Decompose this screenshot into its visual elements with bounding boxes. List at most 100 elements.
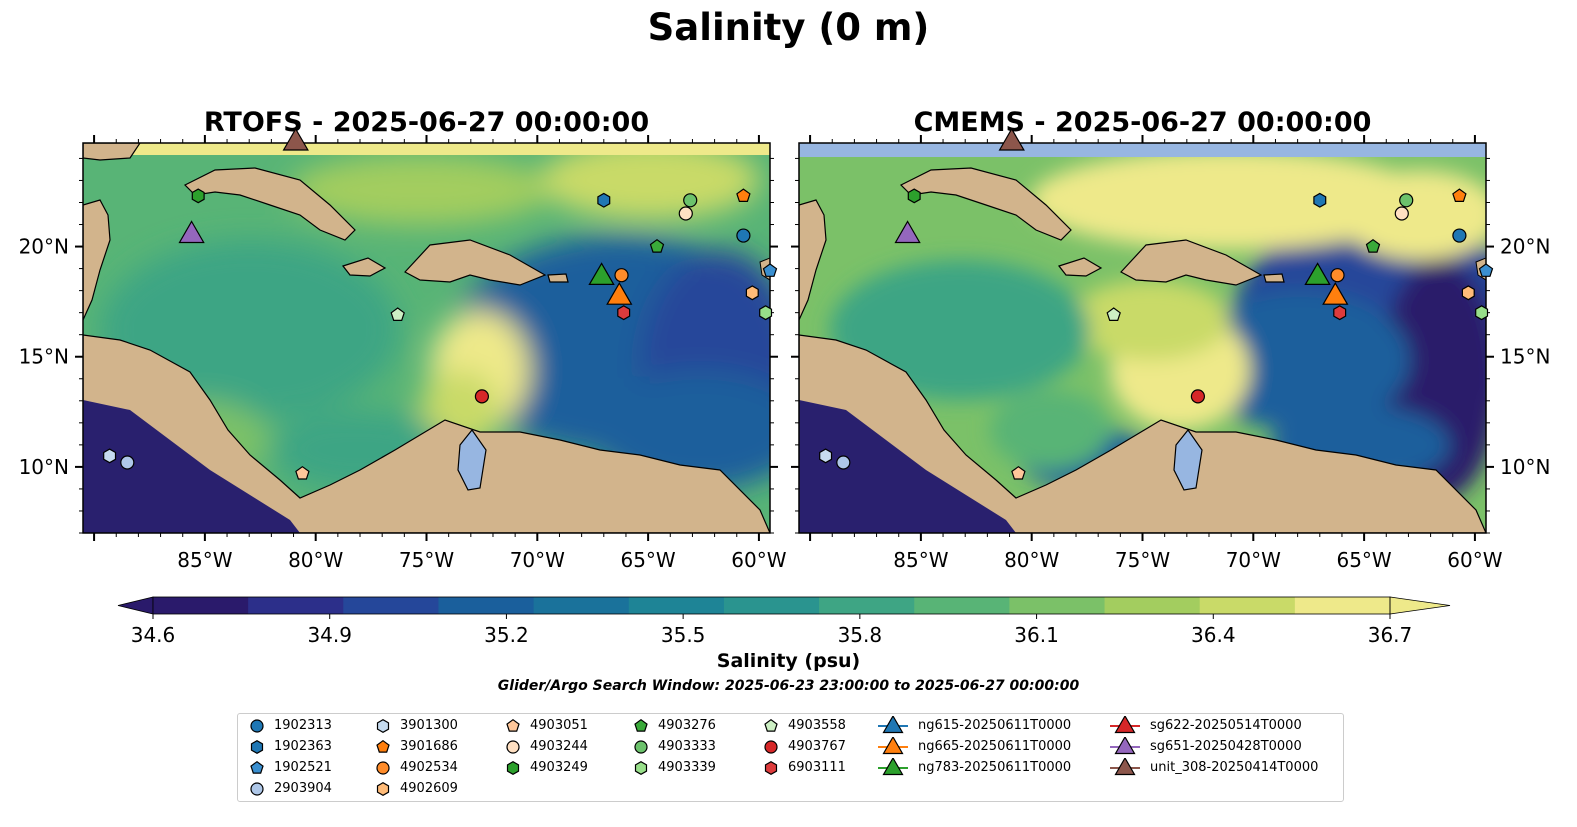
land-polygons — [83, 143, 770, 533]
legend-marker — [506, 739, 520, 754]
marker-ng783-20250611T0000 — [588, 262, 615, 285]
rtofs-panel-title: RTOFS - 2025-06-27 00:00:00 — [203, 107, 650, 138]
cmems-salinity-map — [799, 143, 1486, 533]
legend-label: 4902534 — [400, 760, 458, 775]
legend-marker — [1114, 715, 1136, 733]
legend-marker — [634, 739, 648, 754]
legend-label: sg651-20250428T0000 — [1150, 739, 1302, 754]
colorbar-segment — [533, 597, 630, 614]
colorbar-tick-label: 35.5 — [661, 623, 706, 647]
legend-item: 4903244 — [504, 736, 588, 757]
legend-label: 4903276 — [658, 718, 716, 733]
legend-item: ng615-20250611T0000 — [876, 715, 1071, 736]
marker-4902534 — [614, 268, 629, 283]
y-tick-label: 15°N — [1500, 345, 1550, 369]
marker-1902363 — [1313, 192, 1327, 208]
legend-label: 4903051 — [530, 718, 588, 733]
legend-item: 3901300 — [374, 715, 458, 736]
marker-4903339 — [1475, 305, 1489, 321]
legend-pentagon-icon — [634, 718, 648, 732]
legend-marker — [250, 739, 264, 754]
legend-marker — [882, 715, 904, 733]
legend-label: 1902521 — [274, 760, 332, 775]
marker-4903051 — [295, 465, 310, 480]
legend-circle-icon — [764, 739, 778, 754]
legend-circle-icon — [250, 781, 264, 796]
axis-tick-labels: 85°W 80°W 75°W 70°W 65°W 60°W 20°N 15°N 10°N 85°W… — [19, 235, 1551, 572]
legend-label: 3901686 — [400, 739, 458, 754]
legend-marker — [250, 760, 264, 774]
legend-hexagon-icon — [250, 739, 264, 754]
legend-triangle-icon — [878, 757, 908, 775]
legend-hexagon-icon — [376, 781, 390, 796]
legend-label: 4903558 — [788, 718, 846, 733]
colorbar-segment — [1294, 597, 1391, 614]
x-tick-label: 65°W — [620, 548, 675, 572]
legend-label: 3901300 — [400, 718, 458, 733]
legend-label: ng783-20250611T0000 — [918, 760, 1072, 775]
x-tick-label: 65°W — [1336, 548, 1391, 572]
x-tick-label: 75°W — [1115, 548, 1170, 572]
x-tick-label: 75°W — [399, 548, 454, 572]
marker-4902609 — [745, 285, 759, 301]
legend-triangle-icon — [1110, 736, 1140, 754]
marker-4903244 — [1394, 206, 1409, 221]
legend-marker — [250, 781, 264, 796]
legend-circle-icon — [634, 739, 648, 754]
legend-marker — [764, 718, 778, 732]
colorbar-tick-labels: 34.6 34.9 35.2 35.5 35.8 36.1 36.4 36.7 — [131, 623, 1413, 647]
legend-hexagon-icon — [376, 718, 390, 733]
legend-label: sg622-20250514T0000 — [1150, 718, 1302, 733]
colorbar-segment — [628, 597, 725, 614]
legend-marker — [764, 739, 778, 754]
legend-marker — [376, 760, 390, 775]
x-tick-label: 80°W — [288, 548, 343, 572]
colorbar-tick-label: 34.6 — [131, 623, 176, 647]
legend-label: 4903244 — [530, 739, 588, 754]
colorbar-extend-low — [117, 596, 154, 615]
legend-label: 6903111 — [788, 760, 846, 775]
legend-item: 4902609 — [374, 778, 458, 799]
legend-pentagon-icon — [506, 718, 520, 732]
legend-circle-icon — [250, 718, 264, 733]
marker-4903558 — [1106, 307, 1121, 321]
marker-4903249 — [907, 188, 921, 204]
legend-marker — [634, 760, 648, 775]
marker-3901300 — [103, 448, 117, 464]
y-tick-label: 20°N — [19, 235, 69, 259]
marker-ng665-20250611T0000 — [606, 281, 633, 305]
legend-pentagon-icon — [376, 739, 390, 753]
marker-2903904 — [120, 455, 135, 470]
legend-label: ng665-20250611T0000 — [918, 739, 1072, 754]
marker-4903767 — [1190, 389, 1206, 404]
legend-label: 2903904 — [274, 781, 332, 796]
marker-4903276 — [649, 238, 665, 253]
legend-item: 1902521 — [248, 757, 332, 778]
legend-marker — [376, 781, 390, 796]
legend-marker — [250, 718, 264, 733]
marker-1902363 — [597, 192, 611, 208]
legend-hexagon-icon — [506, 760, 520, 775]
y-tick-label: 10°N — [19, 455, 69, 479]
marker-4903244 — [678, 206, 693, 221]
marker-4903339 — [759, 305, 773, 321]
marker-1902521 — [1478, 263, 1494, 277]
marker-ng783-20250611T0000 — [1304, 262, 1331, 285]
legend-item: 4903276 — [632, 715, 716, 736]
colorbar-segment — [1009, 597, 1106, 614]
figure-title: Salinity (0 m) — [647, 6, 930, 49]
legend-item: 6903111 — [762, 757, 846, 778]
colorbar-segment — [1104, 597, 1201, 614]
legend-item: ng665-20250611T0000 — [876, 736, 1071, 757]
marker-6903111 — [1333, 305, 1347, 321]
y-tick-label: 10°N — [1500, 455, 1550, 479]
marker-6903111 — [617, 305, 631, 321]
marker-2903904 — [836, 455, 851, 470]
search-window-caption: Glider/Argo Search Window: 2025-06-23 23… — [497, 678, 1080, 694]
legend-label: 4902609 — [400, 781, 458, 796]
colorbar-segment — [1199, 597, 1296, 614]
colorbar — [117, 596, 1451, 619]
colorbar-segment — [248, 597, 344, 614]
colorbar-extend-high — [1389, 596, 1451, 615]
